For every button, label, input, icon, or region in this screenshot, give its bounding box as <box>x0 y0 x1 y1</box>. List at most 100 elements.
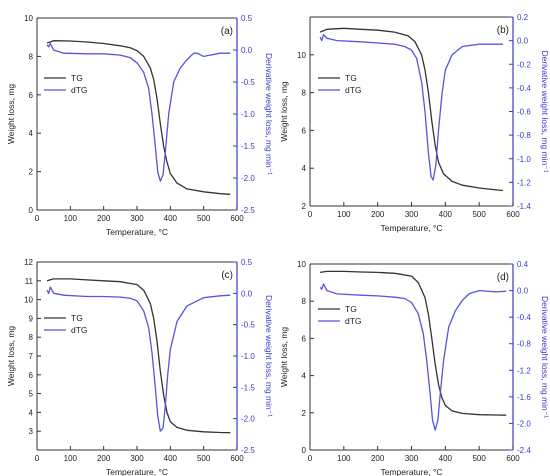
series-line-dtg <box>319 283 507 431</box>
series-line-tg <box>46 40 231 195</box>
y-left-axis-label: Weight loss, mg <box>279 327 289 388</box>
x-tick-label: 200 <box>97 454 111 463</box>
x-tick-label: 600 <box>506 454 520 463</box>
series-line-dtg <box>46 42 231 182</box>
y-right-tick-label: -0.2 <box>517 60 531 69</box>
y-right-tick-label: -1.6 <box>517 393 531 402</box>
x-tick-label: 200 <box>371 454 385 463</box>
y-left-tick-label: 6 <box>302 126 307 135</box>
x-tick-label: 600 <box>230 214 244 223</box>
x-tick-label: 300 <box>130 214 144 223</box>
y-right-axis-label: Derivative weight loss, mg min⁻¹ <box>540 50 550 172</box>
x-tick-label: 100 <box>337 210 351 219</box>
y-left-tick-label: 2 <box>302 202 307 211</box>
y-left-tick-label: 6 <box>29 91 34 100</box>
y-right-tick-label: -0.8 <box>517 131 531 140</box>
x-tick-label: 100 <box>337 454 351 463</box>
y-left-tick-label: 10 <box>24 14 33 23</box>
legend-label: dTG <box>345 85 362 95</box>
y-right-axis-label: Derivative weight loss, mg min⁻¹ <box>540 296 550 418</box>
x-tick-label: 200 <box>371 210 385 219</box>
x-tick-label: 300 <box>405 210 419 219</box>
y-left-tick-label: 0 <box>29 206 34 215</box>
y-left-tick-label: 4 <box>302 164 307 173</box>
x-tick-label: 400 <box>164 454 178 463</box>
y-left-tick-label: 4 <box>29 129 34 138</box>
chart-panel-1: 0 100 200 300 400 500 600 0 2 4 6 8 10 -2.5 -2.0 -1.5 -1… <box>6 14 274 237</box>
legend-label: dTG <box>71 325 88 335</box>
x-tick-label: 0 <box>308 454 313 463</box>
y-right-tick-label: -2.4 <box>517 446 531 455</box>
x-axis-label: Temperature, °C <box>106 227 168 237</box>
y-right-tick-label: -1.0 <box>517 155 531 164</box>
y-left-tick-label: 6 <box>29 371 34 380</box>
y-left-axis-label: Weight loss, mg <box>6 84 16 145</box>
x-tick-label: 200 <box>97 214 111 223</box>
y-left-tick-label: 2 <box>29 168 34 177</box>
y-right-tick-label: 0.4 <box>517 260 529 269</box>
y-right-tick-label: 0.0 <box>517 37 529 46</box>
y-right-tick-label: 0.0 <box>241 46 253 55</box>
x-tick-label: 500 <box>472 210 486 219</box>
x-tick-label: 0 <box>308 210 313 219</box>
x-tick-label: 300 <box>130 454 144 463</box>
y-right-tick-label: -2.0 <box>241 415 255 424</box>
legend-label: TG <box>71 73 83 83</box>
y-right-tick-label: -1.5 <box>241 383 255 392</box>
y-right-tick-label: -1.0 <box>241 352 255 361</box>
x-tick-label: 100 <box>64 454 78 463</box>
y-right-tick-label: -2.5 <box>241 446 255 455</box>
y-right-tick-label: 0.2 <box>517 13 529 22</box>
y-left-axis-label: Weight loss, mg <box>6 326 16 387</box>
y-right-tick-label: 0.0 <box>241 289 253 298</box>
x-tick-label: 100 <box>64 214 78 223</box>
series-line-tg <box>319 27 503 192</box>
x-tick-label: 400 <box>164 214 178 223</box>
y-left-tick-label: 8 <box>302 297 307 306</box>
y-left-tick-label: 0 <box>302 446 307 455</box>
x-tick-label: 600 <box>230 454 244 463</box>
y-right-tick-label: -1.2 <box>517 366 531 375</box>
series-line-tg <box>320 270 507 416</box>
y-left-tick-label: 10 <box>297 51 306 60</box>
y-left-tick-label: 8 <box>29 333 34 342</box>
y-left-tick-label: 11 <box>25 277 34 286</box>
y-left-tick-label: 9 <box>29 314 34 323</box>
y-right-tick-label: -1.4 <box>517 202 531 211</box>
y-right-axis-label: Derivative weight loss, mg min⁻¹ <box>264 295 274 417</box>
chart-panel-3: 0 100 200 300 400 500 600 3 4 5 6 7 8 9 10 11 12 -2.5 -2.0… <box>6 258 274 476</box>
y-left-tick-label: 8 <box>302 89 307 98</box>
x-tick-label: 400 <box>439 210 453 219</box>
y-right-tick-label: -0.8 <box>517 340 531 349</box>
x-tick-label: 500 <box>197 214 211 223</box>
x-tick-label: 300 <box>405 454 419 463</box>
y-right-tick-label: 0.5 <box>241 258 253 267</box>
y-left-axis-label: Weight loss, mg <box>279 81 289 142</box>
y-right-tick-label: 0.0 <box>517 287 529 296</box>
legend-label: TG <box>345 304 357 314</box>
x-tick-label: 400 <box>439 454 453 463</box>
x-axis-label: Temperature, °C <box>106 467 168 476</box>
y-right-tick-label: -0.6 <box>517 108 531 117</box>
chart-panel-2: 0 100 200 300 400 500 600 2 4 6 8 10 -1.4 -1.2 -1.0 -0.… <box>279 13 550 233</box>
y-left-tick-label: 8 <box>29 52 34 61</box>
y-right-tick-label: -1.5 <box>241 142 255 151</box>
y-right-tick-label: -1.0 <box>241 110 255 119</box>
y-left-tick-label: 6 <box>302 334 307 343</box>
y-right-tick-label: -0.5 <box>241 78 255 87</box>
y-left-tick-label: 3 <box>29 427 34 436</box>
x-tick-label: 500 <box>197 454 211 463</box>
y-right-tick-label: -0.5 <box>241 321 255 330</box>
x-tick-label: 0 <box>35 214 40 223</box>
y-left-tick-label: 5 <box>29 390 34 399</box>
x-tick-label: 0 <box>35 454 40 463</box>
y-right-tick-label: -0.4 <box>517 313 531 322</box>
series-line-dtg <box>46 286 231 432</box>
y-right-tick-label: -0.4 <box>517 84 531 93</box>
series-line-dtg <box>319 34 503 181</box>
legend-label: dTG <box>345 316 362 326</box>
y-right-tick-label: -2.0 <box>241 174 255 183</box>
y-left-tick-label: 4 <box>29 408 34 417</box>
panel-label: (d) <box>497 272 509 283</box>
